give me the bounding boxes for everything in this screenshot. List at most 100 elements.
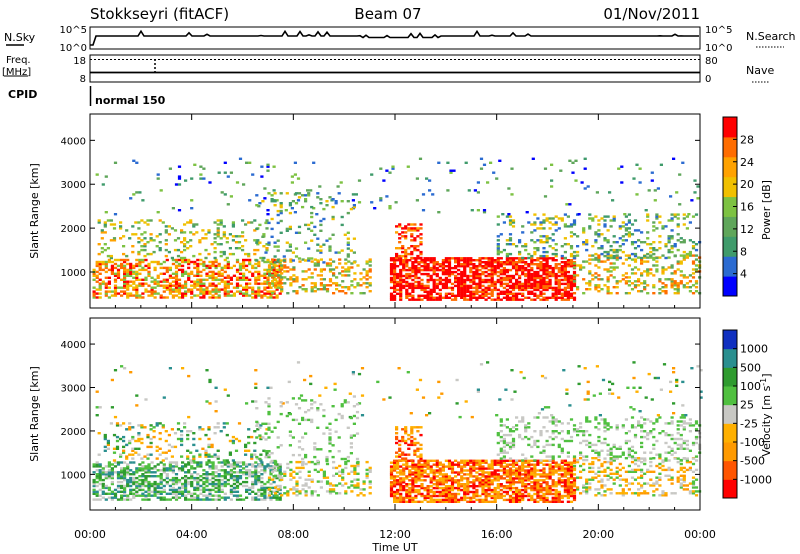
range-gate-cell xyxy=(110,490,114,493)
range-gate-cell xyxy=(481,467,485,470)
range-gate-cell xyxy=(508,263,513,266)
range-gate-cell xyxy=(603,219,607,222)
range-gate-cell xyxy=(490,266,494,270)
range-gate-cell xyxy=(539,473,543,476)
range-gate-cell xyxy=(116,463,121,466)
range-gate-cell xyxy=(551,233,555,236)
range-gate-cell xyxy=(457,288,461,292)
range-gate-cell xyxy=(475,286,479,290)
range-gate-cell xyxy=(263,465,267,468)
range-gate-cell xyxy=(395,247,399,250)
range-gate-cell xyxy=(199,488,203,492)
range-gate-cell xyxy=(435,481,439,484)
range-gate-cell xyxy=(454,270,458,274)
range-gate-cell xyxy=(518,241,522,244)
range-gate-cell xyxy=(187,482,191,486)
range-gate-cell xyxy=(583,187,587,190)
range-gate-cell xyxy=(591,217,595,220)
range-gate-cell xyxy=(248,282,252,285)
range-gate-cell xyxy=(325,204,329,207)
range-gate-cell xyxy=(469,471,473,474)
range-gate-cell xyxy=(171,207,175,210)
range-gate-cell xyxy=(446,189,450,192)
range-gate-cell xyxy=(325,288,330,291)
range-gate-cell xyxy=(655,215,659,218)
range-gate-cell xyxy=(257,260,261,264)
range-gate-cell xyxy=(679,254,683,257)
range-gate-cell xyxy=(266,480,270,484)
range-gate-cell xyxy=(539,261,543,264)
range-gate-cell xyxy=(496,479,500,482)
range-gate-cell xyxy=(298,286,302,289)
range-gate-cell xyxy=(183,223,187,226)
range-gate-cell xyxy=(269,486,273,490)
range-gate-cell xyxy=(365,260,369,263)
range-gate-cell xyxy=(126,284,130,287)
range-gate-cell xyxy=(159,476,163,480)
range-gate-cell xyxy=(457,276,461,280)
range-gate-cell xyxy=(211,262,215,266)
range-gate-cell xyxy=(207,443,211,447)
range-gate-cell xyxy=(554,292,558,295)
range-gate-cell xyxy=(92,292,96,295)
range-gate-cell xyxy=(548,221,552,224)
nave-tick-high: 80 xyxy=(705,56,718,67)
range-gate-cell xyxy=(572,270,577,274)
freq-tick-high: 18 xyxy=(73,56,86,67)
range-gate-cell xyxy=(606,258,610,261)
range-gate-cell xyxy=(251,496,255,499)
range-gate-cell xyxy=(153,290,157,293)
range-gate-cell xyxy=(279,209,283,213)
range-gate-cell xyxy=(346,243,350,246)
range-gate-cell xyxy=(388,205,392,208)
range-gate-cell xyxy=(618,280,622,283)
range-gate-cell xyxy=(251,272,255,275)
range-gate-cell xyxy=(493,477,497,480)
range-gate-cell xyxy=(328,270,333,273)
range-gate-cell xyxy=(524,278,528,282)
range-gate-cell xyxy=(263,286,267,289)
range-gate-cell xyxy=(368,492,372,495)
range-gate-cell xyxy=(438,294,442,297)
range-gate-cell xyxy=(286,490,290,493)
range-gate-cell xyxy=(113,288,118,291)
range-gate-cell xyxy=(563,290,567,293)
range-gate-cell xyxy=(267,478,272,481)
range-gate-cell xyxy=(217,272,221,275)
range-gate-cell xyxy=(533,298,537,301)
range-gate-cell xyxy=(432,298,436,301)
range-gate-cell xyxy=(527,486,531,490)
range-gate-cell xyxy=(484,280,488,284)
range-gate-cell xyxy=(530,254,534,258)
range-gate-cell xyxy=(196,461,200,464)
range-gate-cell xyxy=(214,498,218,501)
range-gate-cell xyxy=(667,256,671,259)
range-gate-cell xyxy=(189,219,193,222)
range-gate-cell xyxy=(551,485,555,488)
range-gate-cell xyxy=(267,282,272,285)
range-gate-cell xyxy=(450,479,455,482)
range-gate-cell xyxy=(144,469,148,472)
range-gate-cell xyxy=(244,223,248,226)
range-gate-cell xyxy=(126,465,130,468)
range-gate-cell xyxy=(368,276,372,279)
range-gate-cell xyxy=(217,482,221,486)
range-gate-cell xyxy=(211,294,215,297)
range-gate-cell xyxy=(505,270,509,274)
range-gate-cell xyxy=(263,490,267,493)
range-gate-cell xyxy=(502,278,506,282)
range-gate-cell xyxy=(624,215,628,218)
range-gate-cell xyxy=(524,266,528,270)
range-gate-cell xyxy=(420,467,424,470)
range-gate-cell xyxy=(411,268,415,272)
range-gate-cell xyxy=(269,268,273,272)
range-gate-cell xyxy=(585,241,589,244)
range-gate-cell xyxy=(277,282,281,285)
range-gate-cell xyxy=(545,257,549,260)
range-gate-cell xyxy=(181,490,185,493)
range-gate-cell xyxy=(673,282,677,285)
range-gate-cell xyxy=(207,231,211,234)
range-gate-cell xyxy=(606,239,610,242)
range-gate-cell xyxy=(627,219,631,222)
range-gate-cell xyxy=(92,278,96,281)
